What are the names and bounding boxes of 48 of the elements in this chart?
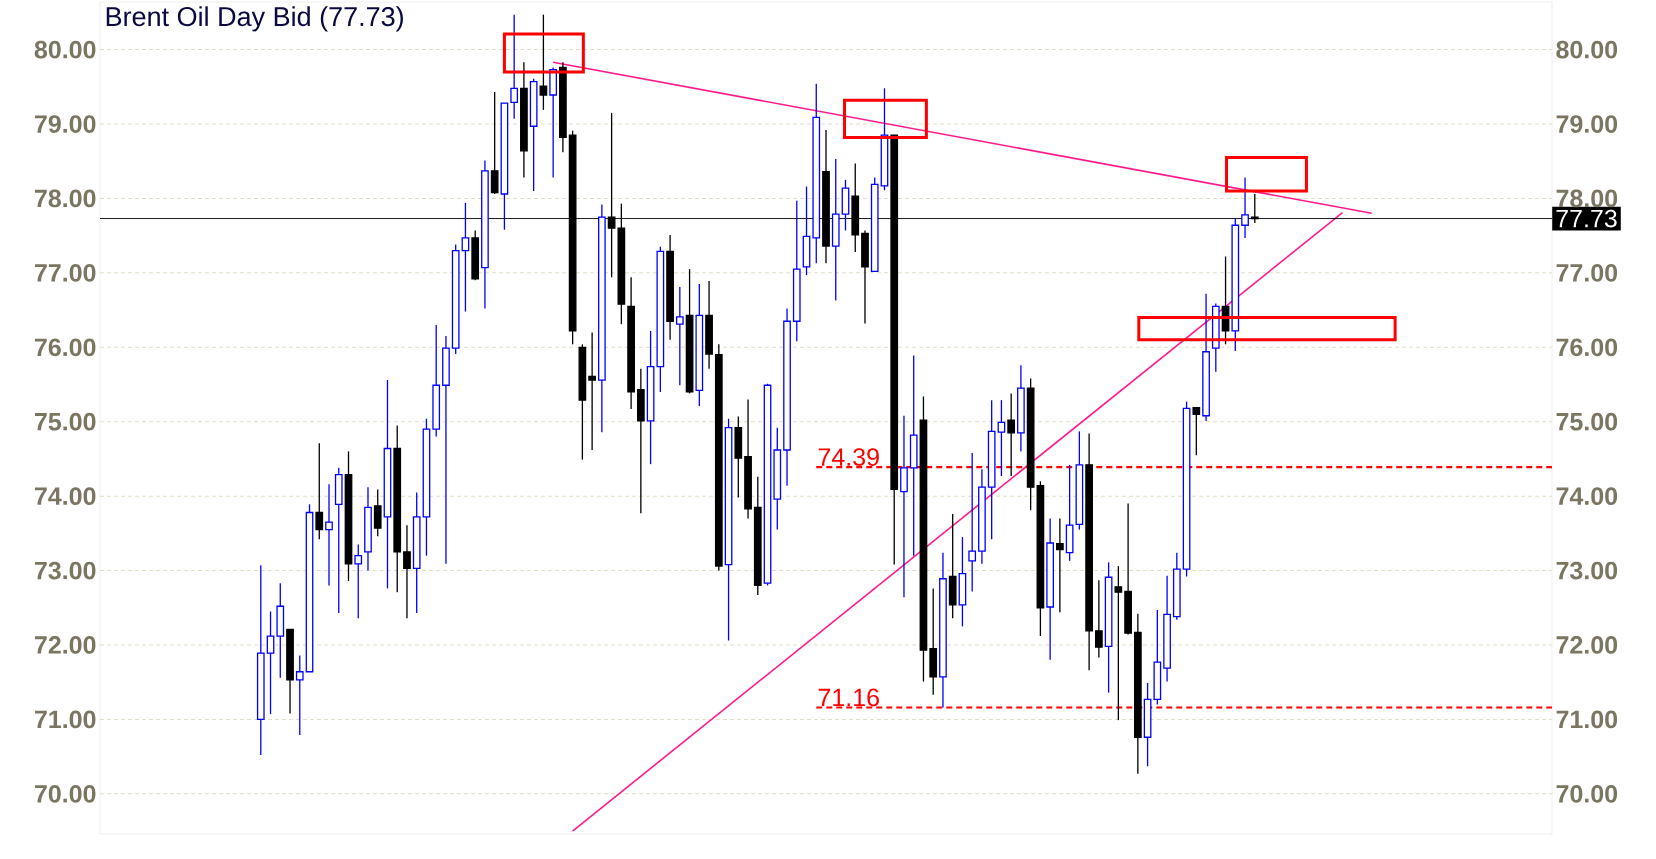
y2-tick-label: 71.00 — [1556, 710, 1618, 729]
candlestick — [373, 488, 382, 537]
y2-tick-label: 78.00 — [1556, 189, 1618, 208]
candlestick — [490, 91, 499, 195]
candlestick — [1095, 579, 1103, 659]
candlestick — [325, 483, 333, 587]
candlestick — [266, 610, 275, 715]
y-tick-label: 70.00 — [35, 784, 96, 803]
y-tick-label: 80.00 — [34, 40, 96, 59]
candlestick — [354, 543, 363, 619]
y2-tick-label: 74.00 — [1556, 487, 1618, 505]
y-tick-label: 71.00 — [35, 710, 96, 729]
y2-tick-label: 76.00 — [1556, 338, 1618, 357]
candlestick — [461, 202, 470, 313]
y-tick-label: 77.00 — [35, 264, 96, 282]
candlestick — [968, 452, 977, 593]
y-tick-label: 73.00 — [35, 561, 96, 580]
y2-tick-label: 72.00 — [1556, 636, 1618, 654]
y2-tick-label: 80.00 — [1556, 40, 1618, 59]
y2-tick-label: 75.00 — [1556, 412, 1618, 431]
y2-tick-label: 79.00 — [1556, 115, 1618, 133]
candlestick — [315, 442, 324, 540]
candlestick — [1007, 392, 1016, 477]
y2-tick-label: 70.00 — [1556, 784, 1618, 803]
candlestick — [1192, 406, 1201, 456]
candlestick — [588, 331, 596, 451]
ref-line-label: 74.39 — [818, 448, 879, 466]
candlestick — [1241, 176, 1249, 239]
y-tick-label: 76.00 — [35, 338, 96, 357]
y-tick-label: 72.00 — [35, 636, 96, 654]
chart-title: Brent Oil Day Bid (77.73) — [106, 6, 403, 32]
candlestick — [1114, 565, 1123, 721]
candlestick — [900, 415, 908, 598]
candlestick — [403, 524, 411, 619]
y2-tick-label: 77.00 — [1556, 264, 1618, 282]
y2-tick-label: 73.00 — [1556, 561, 1618, 580]
candlestick — [675, 286, 684, 386]
ref-line-label: 71.16 — [818, 688, 879, 707]
candlestick — [510, 13, 519, 120]
y-tick-label: 78.00 — [35, 189, 96, 208]
y-tick-label: 79.00 — [35, 115, 96, 133]
ref-line-label: 77.73 — [1556, 209, 1617, 228]
y-tick-label: 74.00 — [35, 487, 96, 505]
candlestick — [295, 654, 304, 736]
candlestick — [539, 13, 548, 111]
candlestick — [997, 399, 1006, 477]
y-tick-label: 75.00 — [35, 412, 96, 431]
candlestick — [1056, 517, 1064, 613]
